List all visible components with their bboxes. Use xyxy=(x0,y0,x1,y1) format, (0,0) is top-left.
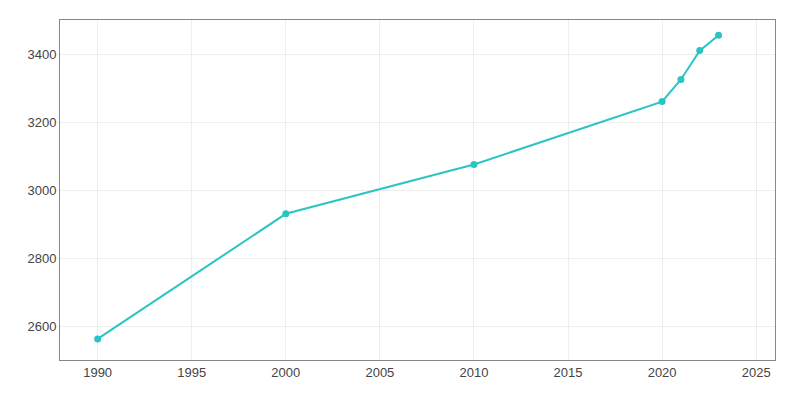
svg-text:1990: 1990 xyxy=(83,365,112,380)
svg-text:3000: 3000 xyxy=(27,183,56,198)
svg-text:2025: 2025 xyxy=(742,365,771,380)
svg-text:2015: 2015 xyxy=(554,365,583,380)
svg-text:2800: 2800 xyxy=(27,251,56,266)
svg-text:2020: 2020 xyxy=(648,365,677,380)
svg-text:2600: 2600 xyxy=(27,319,56,334)
svg-text:2010: 2010 xyxy=(459,365,488,380)
svg-text:2000: 2000 xyxy=(271,365,300,380)
svg-text:1995: 1995 xyxy=(177,365,206,380)
svg-text:2005: 2005 xyxy=(365,365,394,380)
svg-text:3200: 3200 xyxy=(27,115,56,130)
svg-text:3400: 3400 xyxy=(27,47,56,62)
